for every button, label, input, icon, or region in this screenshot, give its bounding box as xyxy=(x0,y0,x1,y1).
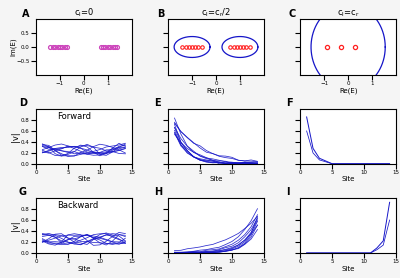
Y-axis label: |v|: |v| xyxy=(11,220,20,231)
Title: $\mathregular{c_l}$=0: $\mathregular{c_l}$=0 xyxy=(74,7,94,19)
Text: H: H xyxy=(154,187,162,197)
Title: $\mathregular{c_l}$=$\mathregular{c_r}$: $\mathregular{c_l}$=$\mathregular{c_r}$ xyxy=(337,9,360,19)
X-axis label: Site: Site xyxy=(342,177,355,182)
X-axis label: Re(E): Re(E) xyxy=(207,87,225,94)
Text: C: C xyxy=(289,9,296,19)
Text: D: D xyxy=(19,98,27,108)
Text: G: G xyxy=(19,187,27,197)
Title: $\mathregular{c_l}$=$\mathregular{c_r}$/2: $\mathregular{c_l}$=$\mathregular{c_r}$/… xyxy=(201,7,231,19)
Y-axis label: |v|: |v| xyxy=(11,131,20,142)
Y-axis label: Im(E): Im(E) xyxy=(10,38,16,56)
Text: Forward: Forward xyxy=(57,111,91,121)
Text: E: E xyxy=(154,98,160,108)
Text: B: B xyxy=(157,9,164,19)
Text: F: F xyxy=(286,98,292,108)
Text: A: A xyxy=(22,9,29,19)
X-axis label: Site: Site xyxy=(209,265,223,272)
X-axis label: Site: Site xyxy=(342,265,355,272)
X-axis label: Site: Site xyxy=(77,177,90,182)
Text: Backward: Backward xyxy=(57,201,98,210)
X-axis label: Site: Site xyxy=(209,177,223,182)
X-axis label: Re(E): Re(E) xyxy=(75,87,93,94)
X-axis label: Site: Site xyxy=(77,265,90,272)
X-axis label: Re(E): Re(E) xyxy=(339,87,357,94)
Text: I: I xyxy=(286,187,289,197)
